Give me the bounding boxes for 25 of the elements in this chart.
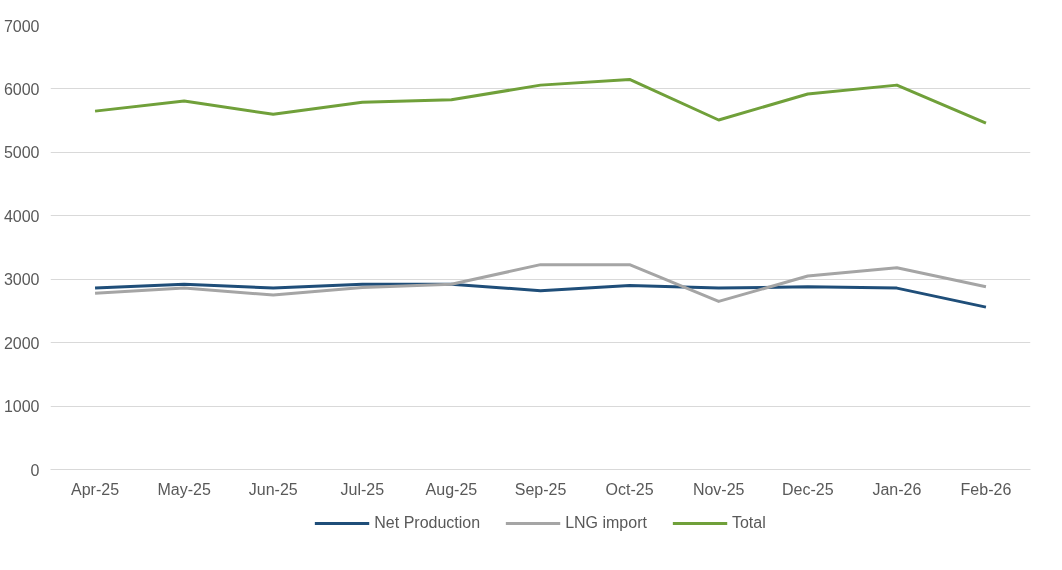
x-tick-label: Jun-25 (248, 480, 298, 498)
x-tick-label: Nov-25 (692, 480, 745, 498)
y-tick-label: 2000 (3, 334, 40, 352)
y-tick-label: 5000 (3, 144, 40, 162)
y-tick-label: 0 (30, 461, 40, 479)
x-tick-label: May-25 (157, 480, 211, 498)
x-tick-label: Jul-25 (340, 480, 385, 498)
x-tick-label: Jan-26 (872, 480, 922, 498)
y-tick-label: 6000 (3, 80, 40, 98)
x-tick-label: Dec-25 (781, 480, 834, 498)
line-series (93, 77, 988, 125)
x-tick-label: Aug-25 (425, 480, 478, 498)
line-series (93, 282, 988, 309)
legend-label: Total (731, 513, 766, 532)
legend-label: LNG import (565, 513, 647, 532)
line-series (93, 263, 988, 303)
legend-label: Net Production (374, 513, 481, 532)
y-tick-label: 7000 (3, 17, 40, 35)
x-tick-label: Sep-25 (514, 480, 567, 498)
y-tick-label: 4000 (3, 207, 40, 225)
x-tick-label: Apr-25 (71, 480, 120, 498)
y-tick-label: 1000 (3, 398, 40, 416)
x-tick-label: Feb-26 (960, 480, 1012, 498)
y-tick-label: 3000 (3, 271, 40, 289)
x-tick-label: Oct-25 (605, 480, 654, 498)
